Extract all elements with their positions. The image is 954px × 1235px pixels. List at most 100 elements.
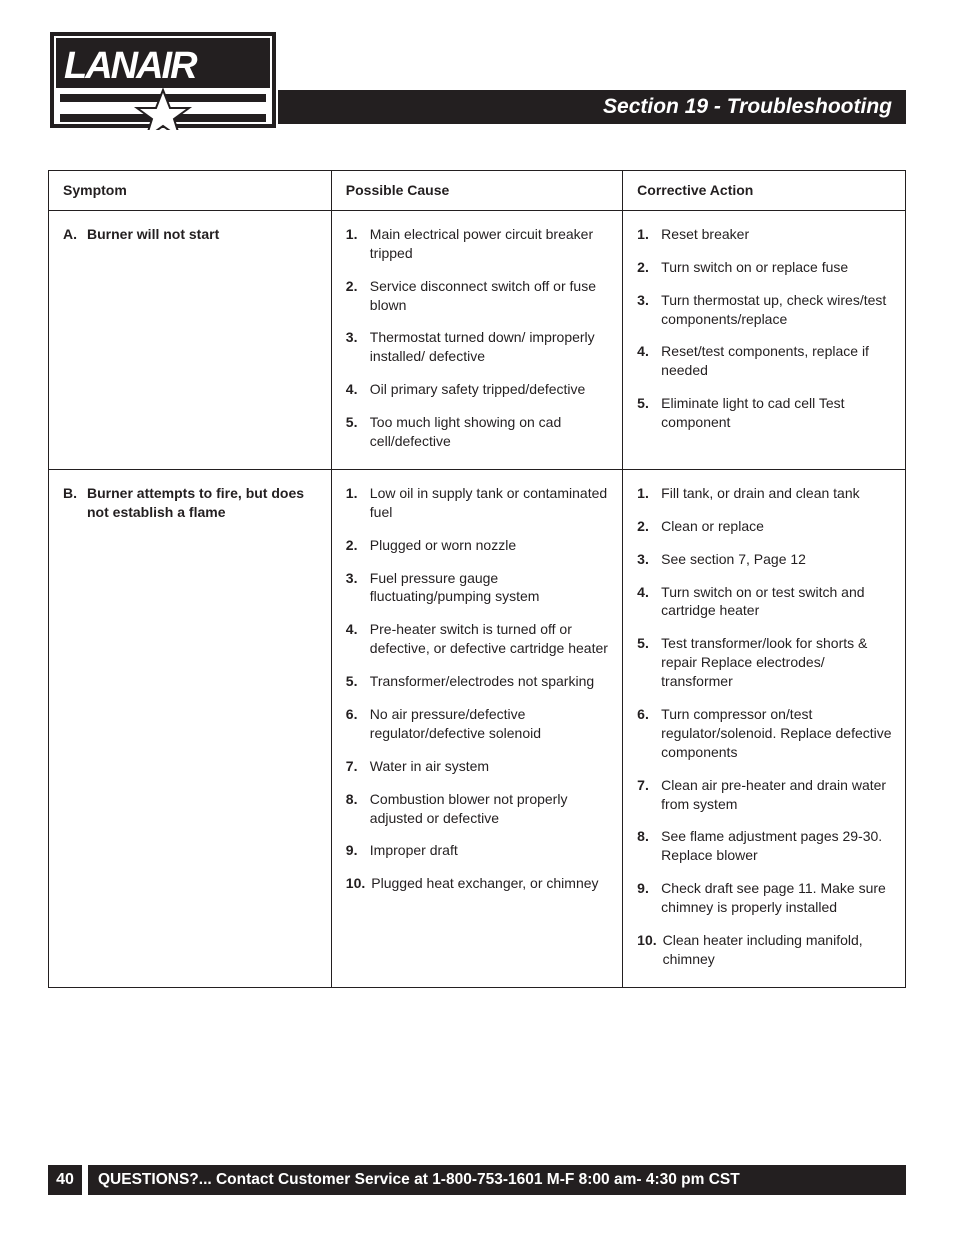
action-item: 10. Clean heater including manifold, chim… bbox=[637, 931, 893, 969]
cause-item: 4. Oil primary safety tripped/defective bbox=[346, 380, 610, 399]
action-number: 9. bbox=[637, 879, 655, 917]
cause-cell: 1.Main electrical power circuit breaker … bbox=[331, 210, 622, 469]
cause-number: 7. bbox=[346, 757, 364, 776]
action-text: Turn switch on or test switch and cartri… bbox=[661, 583, 893, 621]
action-item: 6.Turn compressor on/test regulator/sole… bbox=[637, 705, 893, 762]
table-row: B.Burner attempts to fire, but does not … bbox=[49, 469, 906, 987]
cause-item: 3.Fuel pressure gauge fluctuating/pumpin… bbox=[346, 569, 610, 607]
action-number: 3. bbox=[637, 550, 655, 569]
page-number: 40 bbox=[48, 1165, 82, 1195]
cause-text: Low oil in supply tank or contaminated f… bbox=[370, 484, 610, 522]
cause-item: 5.Transformer/electrodes not sparking bbox=[346, 672, 610, 691]
action-cell: 1. Reset breaker 2. Turn switch on or repla… bbox=[623, 210, 906, 469]
table-row: A.Burner will not start1.Main electrical… bbox=[49, 210, 906, 469]
cause-number: 10. bbox=[346, 874, 365, 893]
cause-item: 8.Combustion blower not properly adjuste… bbox=[346, 790, 610, 828]
svg-text:LANAIR: LANAIR bbox=[64, 45, 198, 87]
cause-number: 1. bbox=[346, 484, 364, 522]
symptom-cell: B.Burner attempts to fire, but does not … bbox=[49, 469, 332, 987]
cause-number: 9. bbox=[346, 841, 364, 860]
action-text: See flame adjustment pages 29-30. Replac… bbox=[661, 827, 893, 865]
action-item: 1. Reset breaker bbox=[637, 225, 893, 244]
cause-item: 2.Plugged or worn nozzle bbox=[346, 536, 610, 555]
col-header-symptom: Symptom bbox=[49, 171, 332, 211]
action-text: Clean air pre-heater and drain water fro… bbox=[661, 776, 893, 814]
action-number: 10. bbox=[637, 931, 656, 969]
action-number: 2. bbox=[637, 517, 655, 536]
cause-text: Service disconnect switch off or fuse bl… bbox=[370, 277, 610, 315]
action-item: 5.Test transformer/look for shorts & rep… bbox=[637, 634, 893, 691]
action-cell: 1. Fill tank, or drain and clean tank 2. Cl… bbox=[623, 469, 906, 987]
cause-number: 5. bbox=[346, 413, 364, 451]
cause-item: 9. Improper draft bbox=[346, 841, 610, 860]
cause-text: Combustion blower not properly adjusted … bbox=[370, 790, 610, 828]
action-item: 4.Reset/test components, replace if need… bbox=[637, 342, 893, 380]
cause-text: Fuel pressure gauge fluctuating/pumping … bbox=[370, 569, 610, 607]
action-text: Reset breaker bbox=[661, 225, 893, 244]
table-header-row: Symptom Possible Cause Corrective Action bbox=[49, 171, 906, 211]
cause-number: 2. bbox=[346, 277, 364, 315]
cause-item: 3.Thermostat turned down/ improperly ins… bbox=[346, 328, 610, 366]
col-header-cause: Possible Cause bbox=[331, 171, 622, 211]
cause-cell: 1.Low oil in supply tank or contaminated… bbox=[331, 469, 622, 987]
section-title: Section 19 - Troubleshooting bbox=[603, 95, 892, 119]
col-header-action: Corrective Action bbox=[623, 171, 906, 211]
action-number: 6. bbox=[637, 705, 655, 762]
action-number: 4. bbox=[637, 583, 655, 621]
troubleshooting-table: Symptom Possible Cause Corrective Action… bbox=[48, 170, 906, 988]
footer: 40 QUESTIONS?... Contact Customer Servic… bbox=[48, 1165, 906, 1195]
cause-item: 5.Too much light showing on cad cell/def… bbox=[346, 413, 610, 451]
action-item: 4.Turn switch on or test switch and cart… bbox=[637, 583, 893, 621]
action-number: 1. bbox=[637, 484, 655, 503]
cause-number: 4. bbox=[346, 380, 364, 399]
cause-text: Improper draft bbox=[370, 841, 610, 860]
header: Section 19 - Troubleshooting LANAIR bbox=[48, 30, 906, 130]
action-text: Reset/test components, replace if needed bbox=[661, 342, 893, 380]
action-number: 2. bbox=[637, 258, 655, 277]
action-number: 4. bbox=[637, 342, 655, 380]
action-text: Eliminate light to cad cell Test compone… bbox=[661, 394, 893, 432]
cause-number: 3. bbox=[346, 328, 364, 366]
action-number: 1. bbox=[637, 225, 655, 244]
cause-text: Transformer/electrodes not sparking bbox=[370, 672, 610, 691]
cause-text: Main electrical power circuit breaker tr… bbox=[370, 225, 610, 263]
brand-logo: LANAIR bbox=[48, 30, 278, 130]
action-text: Clean heater including manifold, chimney bbox=[663, 931, 893, 969]
cause-number: 6. bbox=[346, 705, 364, 743]
action-item: 2. Clean or replace bbox=[637, 517, 893, 536]
cause-number: 3. bbox=[346, 569, 364, 607]
action-item: 1. Fill tank, or drain and clean tank bbox=[637, 484, 893, 503]
cause-item: 1.Low oil in supply tank or contaminated… bbox=[346, 484, 610, 522]
cause-text: No air pressure/defective regulator/defe… bbox=[370, 705, 610, 743]
table-body: A.Burner will not start1.Main electrical… bbox=[49, 210, 906, 987]
action-text: Turn thermostat up, check wires/test com… bbox=[661, 291, 893, 329]
action-text: Fill tank, or drain and clean tank bbox=[661, 484, 893, 503]
cause-item: 10.Plugged heat exchanger, or chimney bbox=[346, 874, 610, 893]
cause-item: 7. Water in air system bbox=[346, 757, 610, 776]
action-number: 5. bbox=[637, 394, 655, 432]
cause-number: 8. bbox=[346, 790, 364, 828]
cause-text: Too much light showing on cad cell/defec… bbox=[370, 413, 610, 451]
cause-text: Thermostat turned down/ improperly insta… bbox=[370, 328, 610, 366]
action-item: 3.Turn thermostat up, check wires/test c… bbox=[637, 291, 893, 329]
action-item: 2. Turn switch on or replace fuse bbox=[637, 258, 893, 277]
action-text: Turn switch on or replace fuse bbox=[661, 258, 893, 277]
symptom-letter: A. bbox=[63, 225, 81, 244]
action-text: Test transformer/look for shorts & repai… bbox=[661, 634, 893, 691]
footer-text: QUESTIONS?... Contact Customer Service a… bbox=[88, 1165, 906, 1195]
action-text: Clean or replace bbox=[661, 517, 893, 536]
cause-text: Water in air system bbox=[370, 757, 610, 776]
cause-text: Oil primary safety tripped/defective bbox=[370, 380, 610, 399]
action-item: 5.Eliminate light to cad cell Test compo… bbox=[637, 394, 893, 432]
cause-item: 4.Pre-heater switch is turned off or def… bbox=[346, 620, 610, 658]
action-text: See section 7, Page 12 bbox=[661, 550, 893, 569]
symptom-letter: B. bbox=[63, 484, 81, 522]
symptom-text: Burner attempts to fire, but does not es… bbox=[87, 484, 319, 522]
page: Section 19 - Troubleshooting LANAIR bbox=[0, 0, 954, 1235]
symptom-cell: A.Burner will not start bbox=[49, 210, 332, 469]
cause-text: Pre-heater switch is turned off or defec… bbox=[370, 620, 610, 658]
action-item: 9.Check draft see page 11. Make sure chi… bbox=[637, 879, 893, 917]
action-item: 7.Clean air pre-heater and drain water f… bbox=[637, 776, 893, 814]
action-number: 3. bbox=[637, 291, 655, 329]
cause-number: 4. bbox=[346, 620, 364, 658]
